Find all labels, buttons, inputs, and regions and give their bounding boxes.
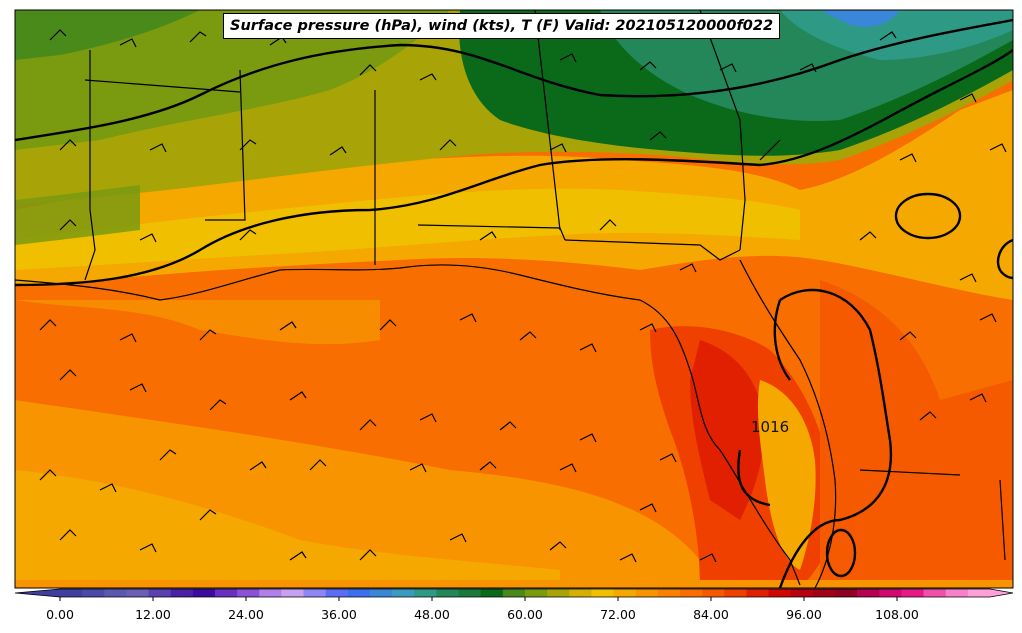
colorbar-segment xyxy=(215,589,238,597)
plot-frame xyxy=(14,9,1014,589)
colorbar-extend-high xyxy=(990,589,1013,597)
colorbar-segment xyxy=(480,589,504,597)
colorbar-segment xyxy=(436,589,460,597)
colorbar-tick-label: 108.00 xyxy=(875,607,919,622)
colorbar-segment xyxy=(126,589,150,597)
colorbar-segment xyxy=(325,589,349,597)
colorbar-tick-label: 12.00 xyxy=(135,607,171,622)
colorbar-tick-label: 60.00 xyxy=(507,607,543,622)
colorbar-segment xyxy=(967,589,991,597)
colorbar xyxy=(14,588,1014,601)
colorbar-segment xyxy=(613,589,637,597)
colorbar-segment xyxy=(635,589,659,597)
colorbar-segment xyxy=(547,589,570,597)
colorbar-segment xyxy=(458,589,482,597)
colorbar-segment xyxy=(414,589,437,597)
colorbar-segment xyxy=(60,589,83,597)
colorbar-segment xyxy=(392,589,415,597)
colorbar-segment xyxy=(370,589,393,597)
colorbar-segment xyxy=(812,589,836,597)
pressure-contour-label: 1016 xyxy=(751,418,790,436)
colorbar-extend-low xyxy=(15,589,60,597)
colorbar-segment xyxy=(702,589,725,597)
colorbar-segment xyxy=(192,589,216,597)
colorbar-segment xyxy=(746,589,770,597)
colorbar-segment xyxy=(790,589,814,597)
colorbar-segment xyxy=(591,589,615,597)
colorbar-tick-label: 48.00 xyxy=(414,607,450,622)
colorbar-segment xyxy=(170,589,194,597)
temperature-field xyxy=(15,10,1013,588)
colorbar-segment xyxy=(303,589,327,597)
colorbar-tick-label: 96.00 xyxy=(786,607,822,622)
colorbar-segment xyxy=(237,589,260,597)
colorbar-tick-label: 24.00 xyxy=(228,607,264,622)
colorbar-segment xyxy=(680,589,703,597)
colorbar-segment xyxy=(724,589,747,597)
colorbar-segment xyxy=(259,589,282,597)
colorbar-tick-label: 72.00 xyxy=(600,607,636,622)
wind-barbs xyxy=(39,29,1007,563)
colorbar-segment xyxy=(347,589,371,597)
colorbar-segment xyxy=(657,589,681,597)
colorbar-segment xyxy=(923,589,947,597)
colorbar-segment xyxy=(281,589,305,597)
colorbar-segment xyxy=(901,589,925,597)
colorbar-segment xyxy=(768,589,792,597)
colorbar-segment xyxy=(835,589,858,597)
colorbar-segment xyxy=(82,589,105,597)
colorbar-segment xyxy=(569,589,592,597)
colorbar-tick-label: 0.00 xyxy=(46,607,74,622)
colorbar-segment xyxy=(945,589,969,597)
colorbar-segment xyxy=(879,589,902,597)
colorbar-tick-label: 36.00 xyxy=(321,607,357,622)
map-title: Surface pressure (hPa), wind (kts), T (F… xyxy=(223,13,781,39)
colorbar-segment xyxy=(525,589,548,597)
colorbar-segment xyxy=(857,589,880,597)
colorbar-segment xyxy=(148,589,172,597)
colorbar-tick-label: 84.00 xyxy=(693,607,729,622)
pressure-contours xyxy=(15,18,1013,588)
colorbar-segment xyxy=(104,589,127,597)
colorbar-segment xyxy=(502,589,526,597)
